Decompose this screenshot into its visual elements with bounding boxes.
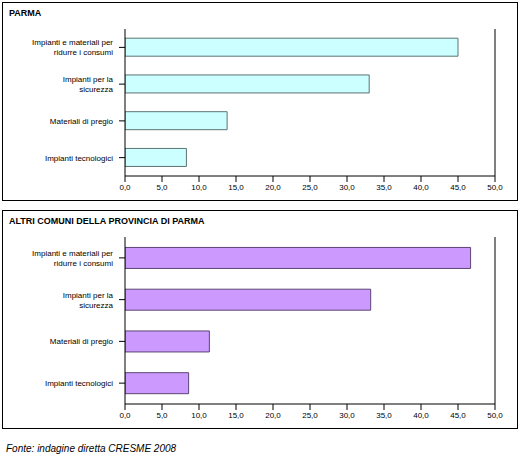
- svg-text:50,0: 50,0: [487, 183, 503, 192]
- svg-text:20,0: 20,0: [265, 183, 281, 192]
- svg-text:Impianti e materiali perridurr: Impianti e materiali perridurre i consum…: [32, 248, 113, 267]
- svg-text:15,0: 15,0: [228, 183, 244, 192]
- svg-text:35,0: 35,0: [376, 411, 392, 420]
- svg-text:30,0: 30,0: [339, 411, 355, 420]
- svg-text:40,0: 40,0: [413, 411, 429, 420]
- svg-text:Materiali di pregio: Materiali di pregio: [50, 116, 114, 125]
- svg-text:Impianti tecnologici: Impianti tecnologici: [45, 153, 113, 162]
- html-text:ALTRI COMUNI DELLA PROVINCIA D: ALTRI COMUNI DELLA PROVINCIA DI PARMA: [9, 216, 205, 226]
- svg-text:10,0: 10,0: [191, 411, 207, 420]
- svg-text:Impianti tecnologici: Impianti tecnologici: [45, 379, 113, 388]
- svg-text:5,0: 5,0: [156, 411, 168, 420]
- svg-text:Impianti per lasicurezza: Impianti per lasicurezza: [63, 75, 114, 94]
- svg-text:35,0: 35,0: [376, 183, 392, 192]
- svg-text:40,0: 40,0: [413, 183, 429, 192]
- svg-text:50,0: 50,0: [487, 411, 503, 420]
- svg-text:Impianti per lasicurezza: Impianti per lasicurezza: [63, 290, 114, 309]
- svg-text:0,0: 0,0: [119, 411, 131, 420]
- svg-text:30,0: 30,0: [339, 183, 355, 192]
- svg-text:45,0: 45,0: [450, 411, 466, 420]
- html-text:Fonte: indagine diretta CRESME: Fonte: indagine diretta CRESME 2008: [6, 443, 177, 454]
- html-text:PARMA: PARMA: [9, 8, 42, 18]
- svg-text:15,0: 15,0: [228, 411, 244, 420]
- svg-text:25,0: 25,0: [302, 183, 318, 192]
- svg-text:25,0: 25,0: [302, 411, 318, 420]
- svg-text:Materiali di pregio: Materiali di pregio: [50, 337, 114, 346]
- svg-text:0,0: 0,0: [119, 183, 131, 192]
- svg-text:5,0: 5,0: [156, 183, 168, 192]
- svg-text:10,0: 10,0: [191, 183, 207, 192]
- svg-text:20,0: 20,0: [265, 411, 281, 420]
- svg-text:Impianti e materiali perridurr: Impianti e materiali perridurre i consum…: [32, 38, 113, 57]
- svg-text:45,0: 45,0: [450, 183, 466, 192]
